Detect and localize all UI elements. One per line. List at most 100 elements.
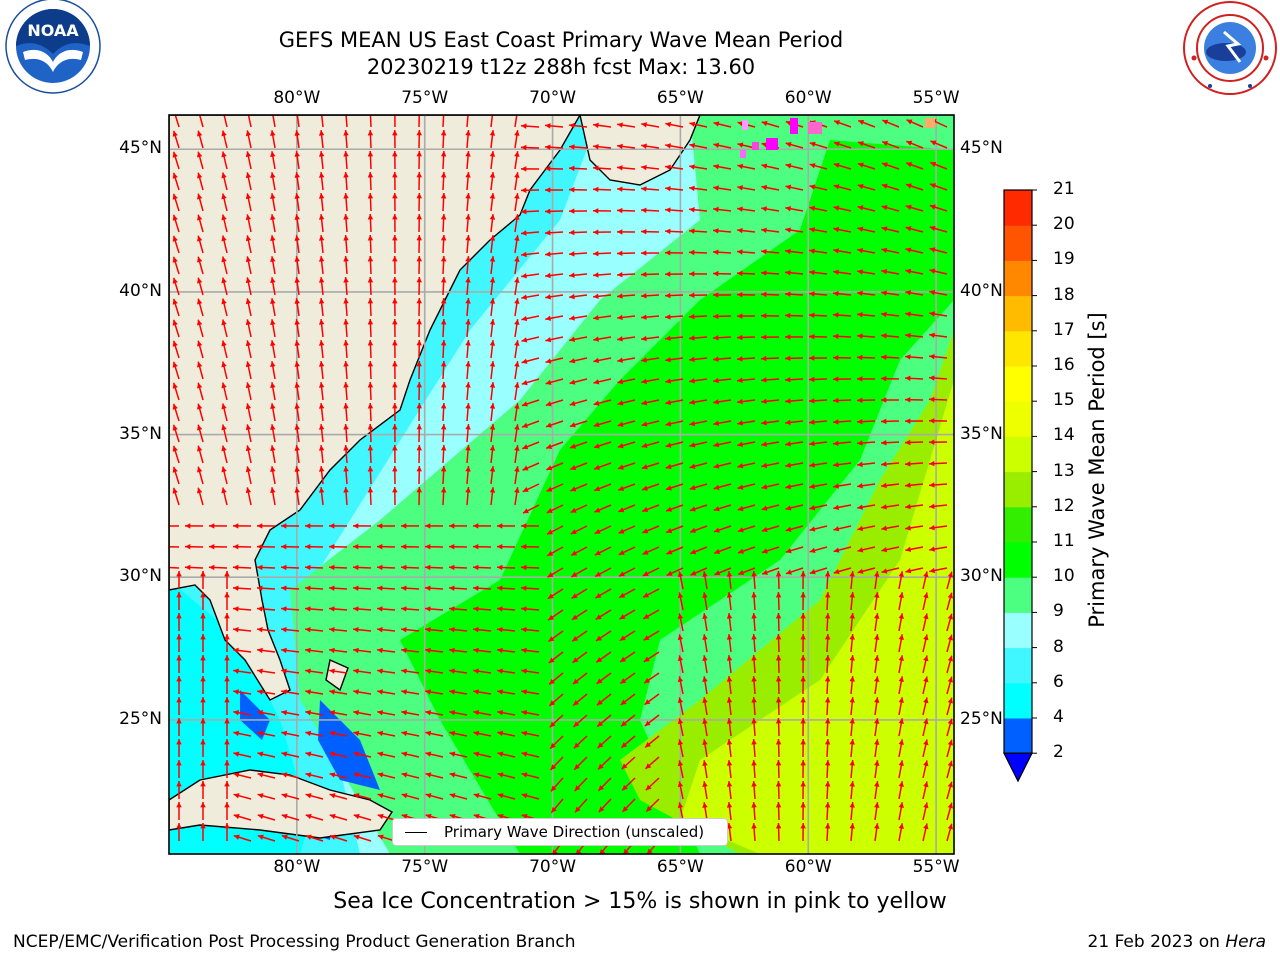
wave-direction-arrow [857, 504, 876, 510]
wave-direction-arrow [702, 592, 708, 611]
wave-direction-arrow [677, 592, 684, 611]
wave-direction-arrow [849, 760, 855, 779]
wave-direction-arrow [665, 335, 684, 341]
wave-direction-arrow [856, 376, 876, 382]
wave-direction-arrow [367, 171, 374, 191]
wave-direction-arrow [881, 482, 900, 489]
colorbar-tick-label: 20 [1053, 214, 1075, 235]
wave-direction-arrow [224, 781, 230, 799]
wave-direction-arrow [281, 751, 300, 758]
wave-direction-arrow [898, 697, 904, 716]
wave-direction-arrow [641, 441, 660, 449]
wave-direction-arrow [473, 710, 492, 716]
wave-direction-arrow [257, 668, 276, 674]
wave-direction-arrow [713, 164, 732, 170]
wave-direction-arrow [270, 193, 276, 212]
wave-direction-arrow [726, 781, 733, 800]
wave-direction-arrow [857, 269, 876, 275]
sea-ice-cell [790, 118, 798, 134]
wave-direction-arrow [221, 235, 228, 254]
wave-direction-arrow [726, 802, 733, 821]
wave-direction-arrow [296, 115, 300, 128]
wave-direction-arrow [224, 802, 230, 820]
wave-direction-arrow [761, 462, 780, 469]
noaa-logo: NOAA [5, 0, 101, 94]
wave-direction-arrow [367, 213, 374, 233]
wave-direction-arrow [343, 192, 349, 212]
lon-tick-top: 70°W [529, 88, 577, 108]
wave-direction-arrow [448, 523, 468, 529]
wave-direction-arrow [416, 423, 422, 443]
wave-direction-arrow [784, 355, 804, 362]
wave-direction-arrow [400, 564, 420, 571]
wave-direction-arrow [245, 340, 252, 359]
wave-direction-arrow [857, 546, 876, 553]
wave-direction-arrow [521, 399, 540, 407]
wave-direction-arrow [318, 172, 325, 191]
wave-direction-arrow [245, 382, 252, 401]
wave-direction-arrow [473, 626, 492, 633]
wave-direction-arrow [392, 129, 398, 149]
wave-direction-arrow [440, 381, 447, 401]
wave-direction-arrow [353, 606, 372, 612]
wave-direction-arrow [761, 567, 780, 575]
wave-direction-arrow [305, 730, 324, 737]
wave-direction-arrow [377, 606, 396, 612]
wave-direction-arrow [809, 205, 828, 212]
wave-direction-arrow [465, 130, 471, 149]
lon-tick-bottom: 80°W [273, 857, 321, 877]
wave-direction-arrow [881, 269, 900, 275]
wave-direction-arrow [233, 793, 252, 800]
wave-direction-arrow [713, 228, 732, 234]
wave-direction-arrow [849, 697, 855, 716]
wave-direction-arrow [401, 710, 420, 716]
wave-direction-arrow [449, 710, 468, 716]
wave-direction-arrow [946, 592, 953, 611]
wave-direction-arrow [343, 171, 349, 191]
wave-direction-arrow [736, 313, 756, 319]
wave-direction-arrow [521, 294, 540, 300]
wave-direction-arrow [465, 382, 471, 401]
wave-direction-arrow [677, 760, 684, 779]
wave-direction-arrow [849, 739, 855, 758]
wave-direction-arrow [514, 235, 520, 254]
colorbar-swatch [1004, 577, 1032, 613]
wave-direction-arrow [497, 793, 516, 800]
colorbar-tick-label: 4 [1053, 707, 1064, 727]
wave-direction-arrow [172, 256, 180, 275]
wave-direction-arrow [569, 420, 588, 428]
wave-direction-arrow [929, 353, 948, 360]
wave-direction-arrow [521, 441, 540, 450]
wave-direction-arrow [642, 567, 660, 577]
wave-direction-arrow [449, 668, 468, 674]
wave-direction-arrow [689, 207, 708, 213]
wave-direction-arrow [617, 293, 636, 299]
wave-direction-arrow [197, 298, 204, 317]
wave-direction-arrow [318, 256, 325, 275]
wave-direction-arrow [221, 403, 228, 422]
wave-direction-arrow [343, 318, 349, 338]
wave-direction-arrow [857, 119, 876, 128]
wave-direction-arrow [593, 441, 612, 449]
wave-direction-arrow [550, 798, 564, 814]
wave-direction-arrow [677, 676, 684, 695]
wave-direction-arrow [221, 277, 228, 296]
wave-direction-arrow [712, 249, 732, 255]
wave-direction-arrow [245, 214, 252, 233]
wave-direction-arrow [618, 546, 636, 556]
wave-direction-arrow [785, 184, 804, 191]
wave-direction-arrow [617, 314, 636, 321]
wave-direction-arrow [751, 780, 757, 800]
wave-direction-arrow [666, 546, 684, 555]
wave-direction-arrow [616, 229, 636, 235]
wave-direction-arrow [545, 378, 564, 385]
wave-direction-arrow [832, 376, 852, 382]
wave-direction-arrow [172, 361, 180, 380]
wave-direction-arrow [367, 339, 374, 359]
wave-direction-arrow [800, 759, 806, 779]
wave-direction-arrow [520, 564, 540, 571]
wave-direction-arrow [595, 588, 612, 599]
wave-direction-arrow [905, 268, 924, 275]
wave-direction-arrow [569, 122, 588, 129]
wave-direction-arrow [304, 543, 324, 550]
